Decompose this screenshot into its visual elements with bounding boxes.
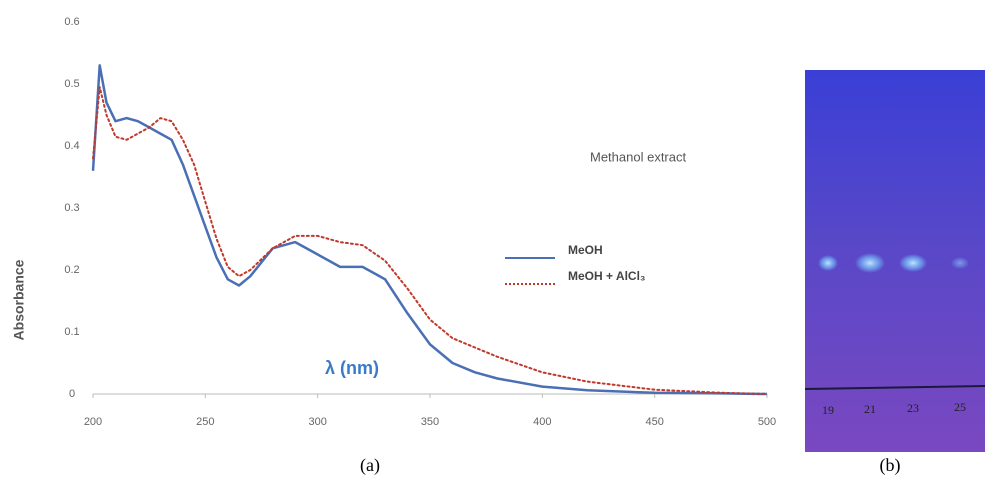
legend-label: MeOH + AlCl₃ bbox=[568, 269, 645, 283]
y-tick-label: 0.1 bbox=[64, 326, 79, 338]
x-tick-label: 300 bbox=[308, 416, 326, 428]
lane-label: 23 bbox=[907, 401, 919, 415]
y-tick-label: 0.2 bbox=[64, 264, 79, 276]
x-tick-label: 200 bbox=[84, 416, 102, 428]
x-axis-label: λ (nm) bbox=[325, 358, 379, 378]
lane-label: 19 bbox=[822, 403, 834, 417]
y-axis-label: Absorbance bbox=[11, 259, 27, 340]
x-tick-label: 400 bbox=[533, 416, 551, 428]
x-tick-label: 450 bbox=[645, 416, 663, 428]
baseline bbox=[804, 385, 986, 390]
series-line bbox=[92, 86, 768, 395]
spot bbox=[855, 253, 885, 273]
annotation: Methanol extract bbox=[590, 149, 686, 164]
x-tick-label: 500 bbox=[758, 416, 776, 428]
y-tick-label: 0.3 bbox=[64, 202, 79, 214]
series-line bbox=[91, 64, 768, 396]
y-tick-label: 0.6 bbox=[64, 16, 79, 28]
panel-label: (b) bbox=[880, 455, 901, 476]
spot bbox=[899, 254, 927, 272]
plot: 0 0.1 0.2 0.3 0.4 0.5 0.6 200 250 300 350 400 450 500… bbox=[64, 16, 776, 428]
panel-label: (a) bbox=[360, 455, 380, 476]
y-tick-label: 0.5 bbox=[64, 78, 79, 90]
lane-label: 21 bbox=[864, 402, 876, 416]
spot bbox=[818, 255, 838, 271]
y-tick-label: 0 bbox=[69, 388, 75, 400]
y-tick-label: 0.4 bbox=[64, 140, 79, 152]
tlc-plate: 19 21 23 25 bbox=[804, 70, 986, 452]
legend-label: MeOH bbox=[568, 243, 603, 257]
x-tick-label: 350 bbox=[421, 416, 439, 428]
spot bbox=[951, 257, 969, 269]
x-tick-label: 250 bbox=[196, 416, 214, 428]
lane-label: 25 bbox=[954, 400, 966, 414]
